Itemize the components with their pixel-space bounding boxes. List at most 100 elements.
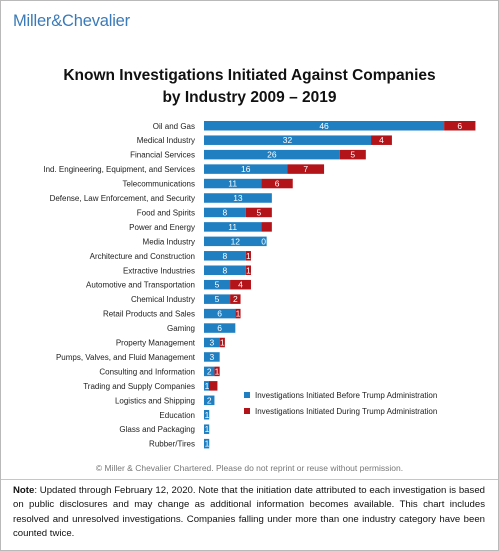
bar-during-trump [287,164,325,174]
value-label-before: 1 [205,424,210,434]
value-label-before: 16 [241,164,251,174]
value-label-before: 2 [207,366,212,376]
category-label: Consulting and Information [99,367,195,376]
category-label: Food and Spirits [137,208,195,217]
value-label-during: 6 [275,179,280,189]
chart-title: Known Investigations Initiated Against C… [1,65,498,109]
bar-before-trump [204,395,215,406]
value-label-before: 32 [283,135,293,145]
bar-before-trump [204,193,272,203]
value-label-before: 5 [215,280,220,290]
bar-during-trump [339,149,366,160]
bar-before-trump [204,222,262,232]
bar-before-trump [204,178,262,189]
bar-before-trump [204,236,267,247]
value-label-before: 1 [205,381,210,391]
value-label-during: 5 [256,207,261,217]
value-label-before: 13 [233,193,243,203]
bar-before-trump [204,337,220,348]
bar-during-trump [261,222,272,232]
category-label: Retail Products and Sales [103,310,195,319]
bar-during-trump [230,294,241,304]
value-label-before: 12 [231,236,241,246]
bar-before-trump [204,323,236,333]
legend-item-during-label: Investigations Initiated During Trump Ad… [255,407,437,416]
bar-before-trump [204,438,210,449]
bar-before-trump [204,149,340,160]
category-label: Power and Energy [129,223,195,232]
bar-during-trump [209,381,218,391]
value-label-before: 8 [223,265,228,275]
category-label: Logistics and Shipping [115,396,195,405]
value-label-before: 5 [215,294,220,304]
bar-during-trump [219,337,225,348]
brand-name-right: Chevalier [62,12,130,30]
legend-item-before-label: Investigations Initiated Before Trump Ad… [255,391,437,400]
bar-before-trump [204,366,215,377]
category-label: Trading and Supply Companies [83,382,195,391]
bar-during-trump [444,121,476,131]
brand-ampersand: & [51,12,63,30]
brand-name-left: Miller [13,12,52,30]
legend-item-during-swatch [244,408,250,414]
value-label-during: 4 [238,280,243,290]
category-label: Glass and Packaging [119,425,195,434]
value-label-before: 2 [207,395,212,405]
bar-before-trump [204,381,209,391]
copyright-notice: © Miller & Chevalier Chartered. Please d… [95,463,404,473]
category-label: Gaming [167,324,195,333]
bar-during-trump [230,279,251,290]
category-label: Chemical Industry [131,295,195,304]
value-label-during: 7 [303,164,308,174]
value-label-during: 1 [215,366,220,376]
value-label-before: 3 [209,338,214,348]
category-label: Automotive and Transportation [86,281,195,290]
category-label: Defense, Law Enforcement, and Security [50,194,195,203]
category-label: Extractive Industries [123,266,195,275]
bar-before-trump [204,251,246,261]
bar-before-trump [204,121,445,131]
category-label: Financial Services [130,151,195,160]
bar-before-trump [204,294,231,304]
bar-during-trump [371,135,392,145]
value-label-before: 11 [228,179,237,189]
value-label-during: 1 [246,251,251,261]
category-label: Architecture and Construction [90,252,195,261]
category-labels: Oil and Gas Medical Industry Financial Ser… [43,122,195,449]
bar-before-trump [204,424,210,434]
bar-before-trump [204,308,236,319]
note-label: Note [13,485,35,496]
bar-during-trump [245,265,251,275]
category-label: Ind. Engineering, Equipment, and Service… [43,165,195,174]
category-label: Rubber/Tires [149,440,195,449]
chart-title-line2: by Industry 2009 – 2019 [162,89,337,106]
category-label: Telecommunications [123,180,195,189]
legend: Investigations Initiated Before Trump Ad… [244,391,437,416]
chart-title-line1: Known Investigations Initiated Against C… [63,67,436,84]
value-label-before: 6 [217,309,222,319]
bar-during-trump [261,178,293,189]
value-label-before: 26 [267,150,277,160]
value-label-before: 8 [223,207,228,217]
note-text: : Updated through February 12, 2020. Not… [13,485,485,540]
category-label: Media Industry [143,237,195,246]
bar-before-trump [204,207,246,218]
legend-item-before-swatch [244,392,250,398]
value-label-during: 1 [246,265,251,275]
value-label-during: 4 [379,135,384,145]
bar-before-trump [204,265,246,275]
bar-during-trump [214,366,220,377]
bar-during-trump [235,308,241,319]
bar-before-trump [204,410,210,420]
category-label: Oil and Gas [153,122,195,131]
bar-before-trump [204,135,372,145]
bars [204,121,476,449]
brand-logo: Miller&Chevalier [13,12,130,31]
value-label-during: 1 [220,338,225,348]
category-label: Education [159,411,195,420]
value-label-during: 0 [261,236,266,246]
bar-during-trump [245,251,251,261]
value-label-before: 11 [228,222,237,232]
bar-chart: Oil and Gas Medical Industry Financial Ser… [43,121,476,449]
